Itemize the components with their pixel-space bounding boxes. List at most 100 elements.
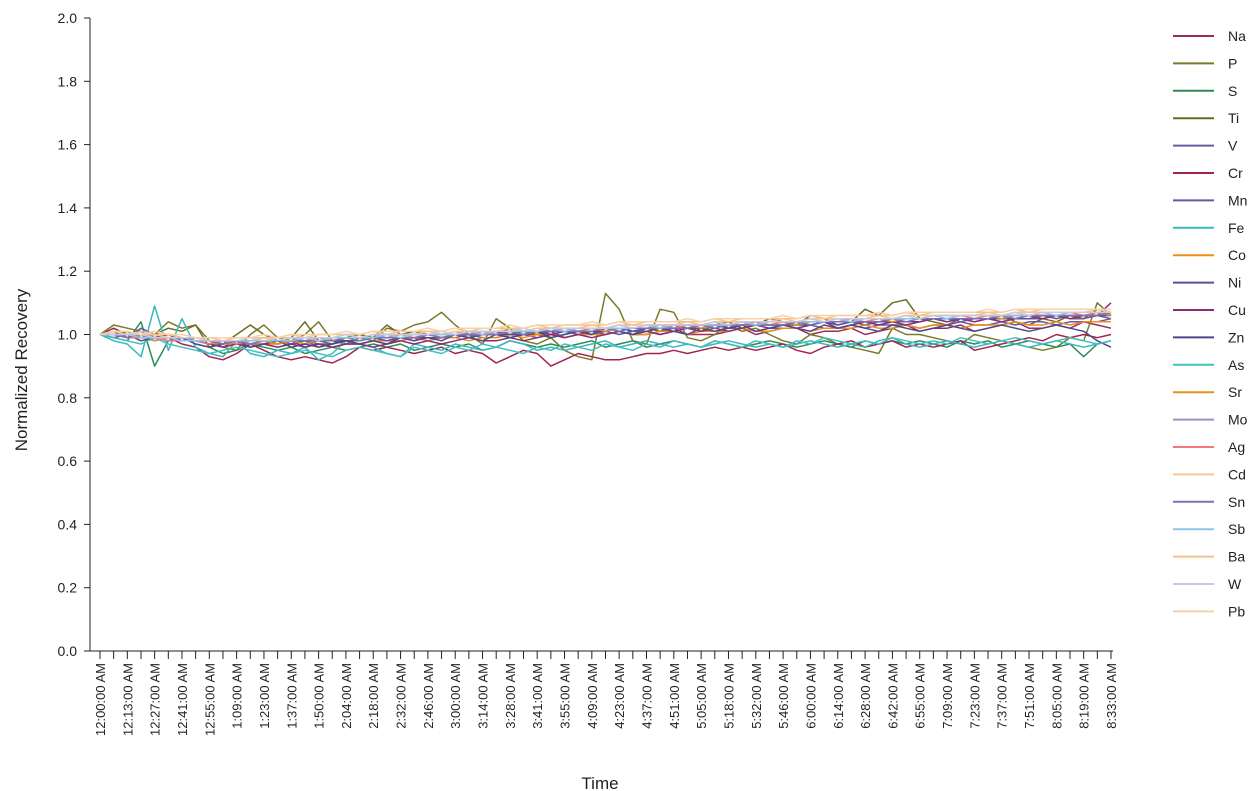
legend-item-w[interactable]: W — [1173, 576, 1242, 592]
y-tick-label: 0.4 — [58, 516, 78, 532]
x-tick-label: 1:09:00 AM — [230, 663, 245, 729]
x-tick-label: 6:14:00 AM — [831, 663, 846, 729]
legend-label: Ti — [1228, 110, 1239, 126]
y-tick-label: 1.6 — [58, 137, 78, 153]
x-tick-label: 4:37:00 AM — [639, 663, 654, 729]
x-tick-label: 1:50:00 AM — [312, 663, 327, 729]
legend-item-v[interactable]: V — [1173, 138, 1238, 154]
legend-item-cd[interactable]: Cd — [1173, 466, 1246, 482]
legend-label: Mn — [1228, 192, 1247, 208]
legend-item-pb[interactable]: Pb — [1173, 603, 1245, 619]
legend-label: Co — [1228, 247, 1246, 263]
x-tick-label: 2:18:00 AM — [366, 663, 381, 729]
y-tick-label: 1.2 — [58, 263, 78, 279]
legend-label: As — [1228, 357, 1244, 373]
y-tick-label: 0.8 — [58, 390, 78, 406]
series-line-s — [99, 321, 1112, 367]
series-line-as — [99, 333, 1112, 358]
legend-label: S — [1228, 83, 1237, 99]
legend-item-mo[interactable]: Mo — [1173, 412, 1248, 428]
x-tick-label: 6:55:00 AM — [913, 663, 928, 729]
legend-item-s[interactable]: S — [1173, 83, 1237, 99]
legend-item-ti[interactable]: Ti — [1173, 110, 1239, 126]
x-tick-label: 6:28:00 AM — [858, 663, 873, 729]
x-tick-label: 6:42:00 AM — [885, 663, 900, 729]
x-tick-label: 8:19:00 AM — [1077, 663, 1092, 729]
series-line-w — [100, 311, 1111, 342]
legend-label: Ag — [1228, 439, 1245, 455]
x-tick-label: 8:05:00 AM — [1049, 663, 1064, 729]
legend-item-fe[interactable]: Fe — [1173, 220, 1245, 236]
x-tick-label: 7:09:00 AM — [940, 663, 955, 729]
x-tick-label: 7:37:00 AM — [995, 663, 1010, 729]
legend-label: Sn — [1228, 494, 1245, 510]
legend-label: Zn — [1228, 329, 1244, 345]
y-tick-label: 2.0 — [58, 10, 78, 26]
y-axis-ticks: 0.0 0.2 0.4 0.6 0.8 1.0 1.2 1.4 1.6 1.8 2.0 — [58, 10, 90, 659]
x-tick-label: 3:55:00 AM — [558, 663, 573, 729]
legend-label: P — [1228, 55, 1237, 71]
legend-item-sn[interactable]: Sn — [1173, 494, 1245, 510]
series-line-cr — [99, 330, 1112, 367]
legend-item-cu[interactable]: Cu — [1173, 302, 1246, 318]
x-tick-label: 12:13:00 AM — [120, 663, 135, 736]
series-line-pb — [99, 308, 1111, 339]
legend-item-sr[interactable]: Sr — [1173, 384, 1242, 400]
y-tick-label: 0.6 — [58, 453, 78, 469]
legend-item-na[interactable]: Na — [1173, 28, 1246, 44]
x-tick-label: 4:09:00 AM — [585, 663, 600, 729]
x-tick-label: 1:37:00 AM — [284, 663, 299, 729]
x-tick-label: 2:46:00 AM — [421, 663, 436, 729]
legend-label: Fe — [1228, 220, 1245, 236]
legend-item-as[interactable]: As — [1173, 357, 1244, 373]
series-line-cu — [99, 302, 1112, 348]
legend-item-zn[interactable]: Zn — [1173, 329, 1244, 345]
y-tick-label: 1.0 — [58, 327, 78, 343]
legend-label: Na — [1228, 28, 1246, 44]
x-tick-label: 5:32:00 AM — [749, 663, 764, 729]
x-tick-label: 3:14:00 AM — [476, 663, 491, 729]
y-tick-label: 0.2 — [58, 580, 78, 596]
x-tick-label: 5:18:00 AM — [721, 663, 736, 729]
legend-item-cr[interactable]: Cr — [1173, 165, 1243, 181]
y-tick-label: 0.0 — [58, 643, 78, 659]
legend-label: Cr — [1228, 165, 1243, 181]
x-tick-label: 7:23:00 AM — [967, 663, 982, 729]
legend-label: Cd — [1228, 466, 1246, 482]
legend-item-mn[interactable]: Mn — [1173, 192, 1247, 208]
legend-label: Sb — [1228, 521, 1245, 537]
x-tick-label: 6:00:00 AM — [803, 663, 818, 729]
x-tick-label: 3:28:00 AM — [503, 663, 518, 729]
legend-item-ni[interactable]: Ni — [1173, 275, 1241, 291]
legend-label: W — [1228, 576, 1242, 592]
x-tick-label: 4:51:00 AM — [667, 663, 682, 729]
legend-label: Pb — [1228, 603, 1245, 619]
legend-item-ag[interactable]: Ag — [1173, 439, 1245, 455]
x-tick-label: 7:51:00 AM — [1022, 663, 1037, 729]
x-axis-title: Time — [581, 774, 618, 791]
x-axis-ticks: 12:00:00 AM 12:13:00 AM 12:27:00 AM 12:41:0… — [93, 651, 1119, 736]
x-tick-label: 3:41:00 AM — [530, 663, 545, 729]
y-tick-label: 1.4 — [58, 200, 78, 216]
legend-label: Cu — [1228, 302, 1246, 318]
y-axis-title: Normalized Recovery — [12, 288, 31, 451]
legend-item-co[interactable]: Co — [1173, 247, 1246, 263]
legend-item-sb[interactable]: Sb — [1173, 521, 1245, 537]
x-tick-label: 8:33:00 AM — [1104, 663, 1119, 729]
legend-label: Sr — [1228, 384, 1242, 400]
x-tick-label: 12:27:00 AM — [148, 663, 163, 736]
x-tick-label: 3:00:00 AM — [448, 663, 463, 729]
x-tick-label: 12:00:00 AM — [93, 663, 108, 736]
x-tick-label: 12:41:00 AM — [175, 663, 190, 736]
series-line-p — [99, 292, 1112, 361]
plot-area — [99, 292, 1112, 367]
x-tick-label: 5:46:00 AM — [776, 663, 791, 729]
legend-item-p[interactable]: P — [1173, 55, 1237, 71]
legend-item-ba[interactable]: Ba — [1173, 549, 1245, 565]
x-tick-label: 4:23:00 AM — [612, 663, 627, 729]
x-tick-label: 1:23:00 AM — [257, 663, 272, 729]
legend-label: Ba — [1228, 549, 1245, 565]
legend[interactable]: Na PS Ti V Cr Mn Fe Co Ni Cu Zn As Sr Mo Ag Cd Sn Sb Ba W Pb — [1173, 28, 1248, 619]
legend-label: Mo — [1228, 412, 1248, 428]
